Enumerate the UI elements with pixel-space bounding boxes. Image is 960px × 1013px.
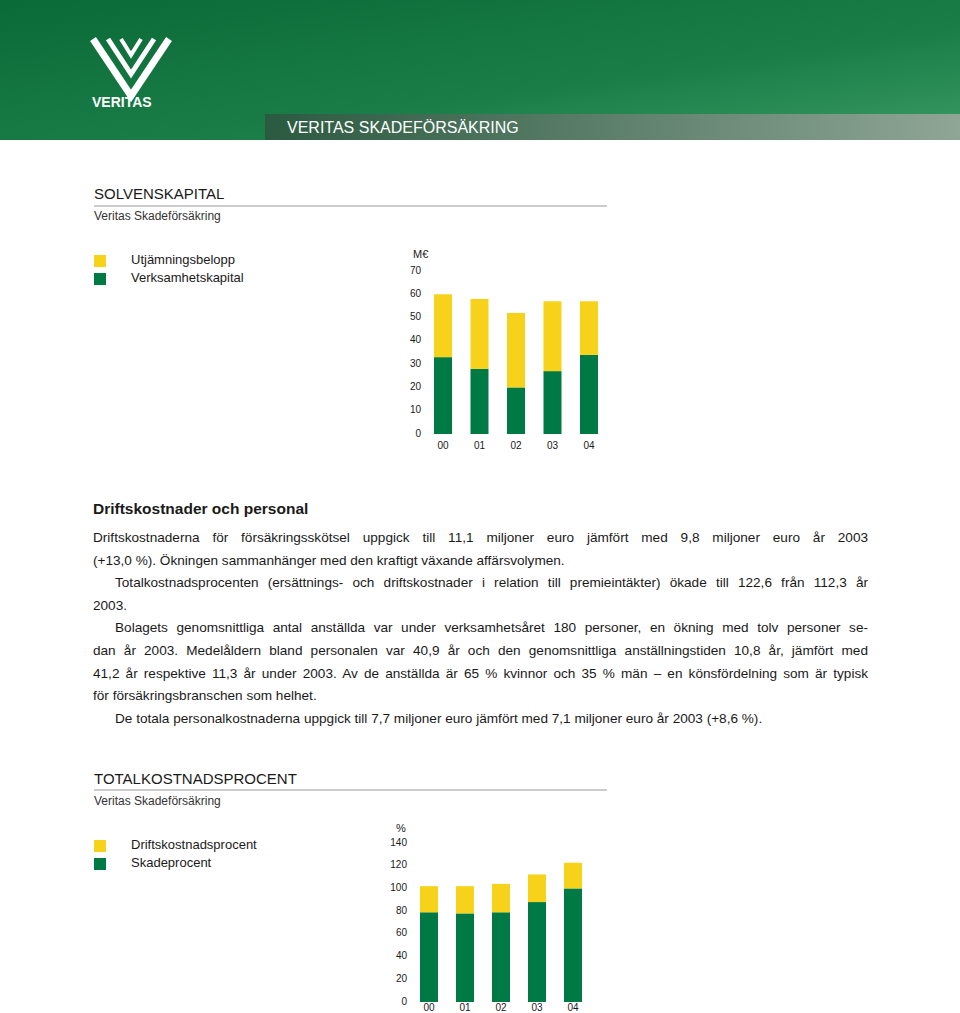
chart-subtitle: Veritas Skadeförsäkring [94,209,221,223]
y-tick-label: 70 [410,265,422,276]
bar-segment [456,913,474,1002]
header-band [265,114,960,140]
chart-subtitle: Veritas Skadeförsäkring [94,794,221,808]
y-tick-label: 0 [415,428,421,439]
legend-label: Driftskostnadsprocent [131,837,257,852]
paragraph-line: för försäkringsbranschen som helhet. [93,687,868,705]
x-tick-label: 04 [567,1002,579,1013]
logo-stroke [93,39,169,96]
y-tick-label: 20 [410,381,422,392]
x-tick-label: 02 [495,1002,507,1013]
y-tick-label: 30 [410,358,422,369]
bar-segment [564,888,582,1002]
legend-swatch [94,273,106,285]
y-tick-label: 0 [401,996,407,1007]
legend-swatch [94,858,106,870]
y-tick-label: 40 [410,334,422,345]
y-tick-label: 50 [410,311,422,322]
x-tick-label: 00 [423,1002,435,1013]
chart: TOTALKOSTNADSPROCENT Veritas Skadeförsäkr… [94,770,607,1013]
bar-segment [471,299,489,369]
banner-title: VERITAS SKADEFÖRSÄKRING [287,119,519,136]
bar-segment [507,387,525,434]
paragraph-line: 41,2 år respektive 11,3 år under 2003. A… [93,665,868,683]
chart-title: SOLVENSKAPITAL [94,185,224,202]
legend-swatch [94,255,106,267]
y-tick-label: 60 [410,288,422,299]
chart-title: TOTALKOSTNADSPROCENT [94,770,297,787]
paragraph-line: Driftskostnaderna för försäkringsskötsel… [93,529,868,547]
x-tick-label: 00 [437,440,449,451]
y-tick-label: 60 [396,927,408,938]
bar-segment [544,371,562,434]
x-tick-label: 03 [547,440,559,451]
paragraph-line: Totalkostnadsprocenten (ersättnings- och… [115,574,868,592]
bar-segment [492,884,510,912]
header-background [0,0,960,140]
logo-stroke [121,39,141,55]
paragraph-line: (+13,0 %). Ökningen sammanhänger med den… [93,552,868,570]
y-tick-label: 100 [390,882,407,893]
bar-segment [544,301,562,371]
bar-segment [492,912,510,1002]
logo [93,39,169,96]
legend-label: Verksamhetskapital [131,270,244,285]
x-tick-label: 03 [531,1002,543,1013]
y-axis-label: % [396,822,406,834]
bar-segment [420,886,438,912]
bar-segment [456,886,474,913]
y-tick-label: 10 [410,404,422,415]
bar-segment [434,294,452,357]
title-rule [94,206,607,207]
page: VERITAS SKADEFÖRSÄKRING VERITAS SOLVENSKAP… [0,0,960,1013]
y-tick-label: 80 [396,905,408,916]
x-tick-label: 01 [474,440,486,451]
bar-segment [507,313,525,388]
y-tick-label: 120 [390,859,407,870]
chart: SOLVENSKAPITAL Veritas Skadeförsäkring Utj… [94,185,607,451]
paragraph-line: 2003. [93,597,868,615]
bar-segment [564,863,582,889]
bar-segment [434,357,452,434]
bars [434,294,598,434]
bar-segment [471,369,489,434]
x-tick-label: 01 [459,1002,471,1013]
bar-segment [580,301,598,355]
paragraph-line: De totala personalkostnaderna uppgick ti… [115,710,868,728]
paragraph-line: Bolagets genomsnittliga antal anställda … [115,619,868,637]
bar-segment [580,355,598,434]
logo-stroke [108,39,154,74]
y-tick-label: 140 [390,837,407,848]
title-rule [94,790,607,791]
bars [420,863,582,1002]
legend-swatch [94,840,106,852]
x-tick-label: 04 [583,440,595,451]
legend-label: Skadeprocent [131,855,212,870]
bar-segment [420,912,438,1002]
paragraph-line: dan år 2003. Medelåldern bland personale… [93,642,868,660]
section-heading: Driftskostnader och personal [93,499,308,519]
legend-label: Utjämningsbelopp [131,252,235,267]
y-tick-label: 40 [396,950,408,961]
bar-segment [528,902,546,1002]
y-axis-label: M€ [413,248,428,260]
bar-segment [528,874,546,902]
x-tick-label: 02 [510,440,522,451]
y-tick-label: 20 [396,973,408,984]
logo-text: VERITAS [92,94,152,110]
